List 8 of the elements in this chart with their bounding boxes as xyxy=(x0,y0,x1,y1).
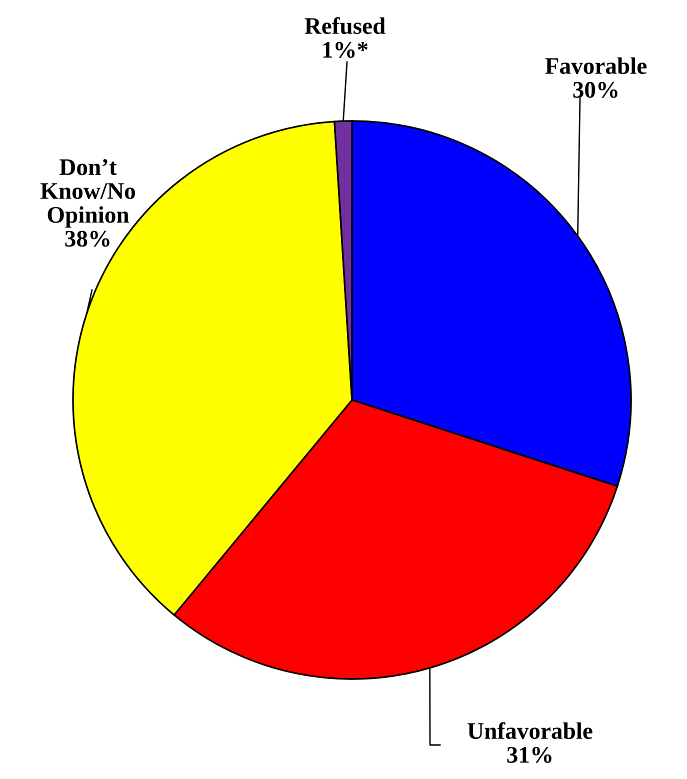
slice-label: Favorable xyxy=(545,57,647,74)
slice-label: Don’t Know/No Opinion xyxy=(40,159,135,228)
data-label: 38% xyxy=(65,230,110,247)
data-label: 31% xyxy=(507,746,552,763)
data-label: 1%* xyxy=(323,42,368,58)
slice-label: Unfavorable xyxy=(468,722,592,739)
data-label: 30% xyxy=(573,82,618,98)
slice-label: Refused xyxy=(304,17,386,34)
